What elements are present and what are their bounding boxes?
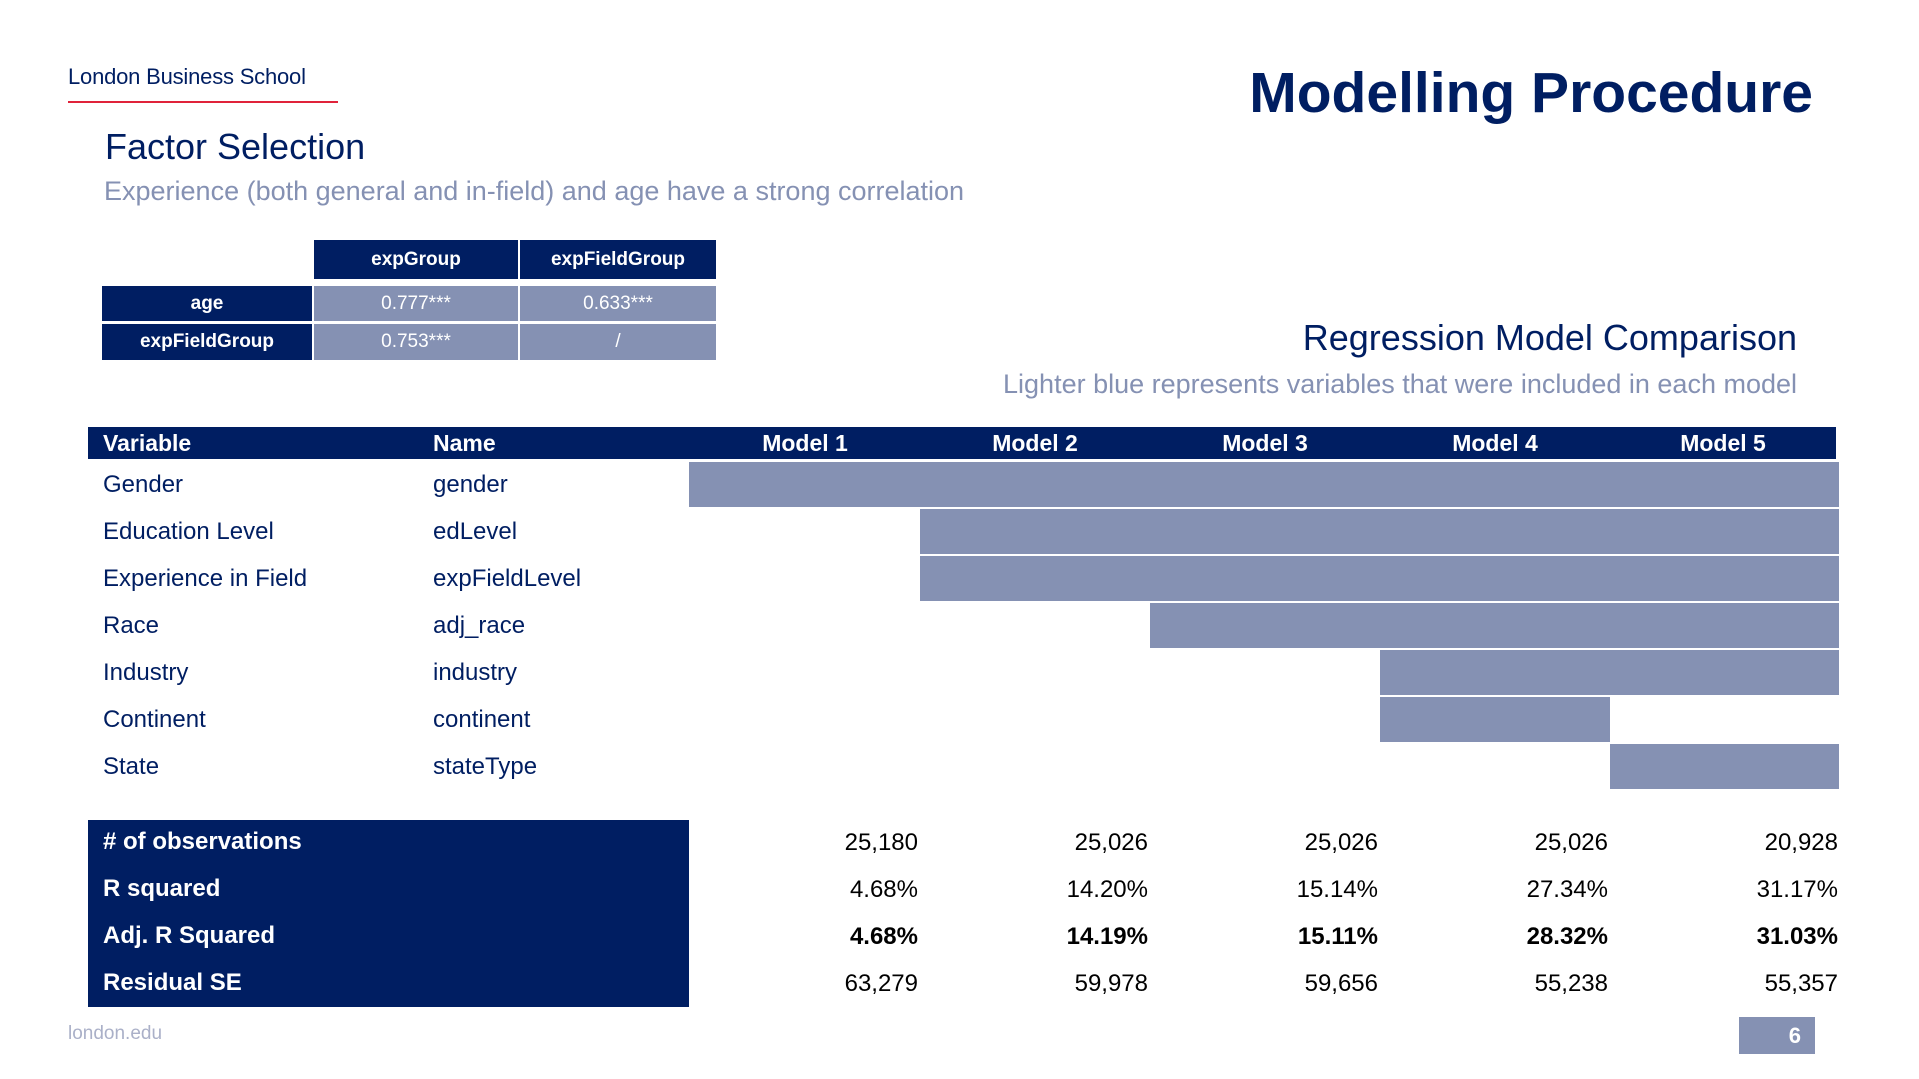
header-model-4: Model 4: [1452, 430, 1538, 456]
stat-value: 25,026: [1304, 829, 1378, 856]
header-model-1: Model 1: [762, 430, 848, 456]
row-name: adj_race: [433, 612, 526, 639]
logo-text: London Business School: [68, 64, 306, 89]
stat-value: 59,656: [1304, 970, 1378, 997]
stat-label-r-squared: R squared: [103, 875, 221, 902]
row-name: stateType: [433, 753, 538, 780]
row-variable: Industry: [103, 659, 189, 686]
stat-value: 31.03%: [1756, 923, 1838, 950]
corr-col-header: expFieldGroup: [520, 240, 716, 279]
stat-value: 55,238: [1534, 970, 1608, 997]
corr-row-label: age: [102, 286, 312, 321]
model-inclusion-bar: [1610, 744, 1839, 789]
stat-value: 25,026: [1074, 829, 1148, 856]
row-variable: Education Level: [103, 518, 274, 545]
corr-col-header: expGroup: [314, 240, 518, 279]
page-number: 6: [1739, 1017, 1815, 1054]
stat-value: 27.34%: [1526, 876, 1608, 903]
regression-title: Regression Model Comparison: [1302, 317, 1797, 358]
stat-value: 28.32%: [1526, 923, 1608, 950]
factor-selection-title: Factor Selection: [105, 126, 366, 167]
stat-value: 20,928: [1764, 829, 1838, 856]
corr-value: 0.777***: [314, 286, 518, 321]
stat-value: 14.20%: [1066, 876, 1148, 903]
stat-value: 4.68%: [849, 923, 918, 950]
row-name: edLevel: [433, 518, 518, 545]
regression-table-header: Variable Name Model 1 Model 2 Model 3 Mo…: [88, 427, 1836, 459]
model-inclusion-bar: [1150, 603, 1839, 648]
stat-value: 15.14%: [1296, 876, 1378, 903]
row-variable: Gender: [103, 471, 184, 498]
row-name: expFieldLevel: [433, 565, 582, 592]
stats-label-box: # of observations R squared Adj. R Squar…: [88, 820, 689, 1007]
corr-row-label: expFieldGroup: [102, 324, 312, 360]
stat-value: 63,279: [844, 970, 918, 997]
row-name: industry: [433, 659, 518, 686]
stat-value: 4.68%: [849, 876, 918, 903]
corr-value: 0.633***: [520, 286, 716, 321]
model-inclusion-bar: [920, 509, 1839, 554]
stat-label-residual-se: Residual SE: [103, 969, 242, 996]
stat-value: 14.19%: [1066, 923, 1148, 950]
model-inclusion-bar: [689, 462, 1839, 507]
row-variable: Race: [103, 612, 160, 639]
row-variable: Continent: [103, 706, 206, 733]
model-inclusion-bar: [920, 556, 1839, 601]
footer-url: london.edu: [68, 1023, 163, 1044]
row-name: gender: [433, 471, 508, 498]
page-title: Modelling Procedure: [1249, 61, 1813, 125]
logo-underline: [68, 101, 338, 103]
stat-value: 55,357: [1764, 970, 1838, 997]
header-model-2: Model 2: [992, 430, 1078, 456]
stat-value: 59,978: [1074, 970, 1148, 997]
stat-value: 15.11%: [1297, 923, 1378, 950]
corr-value: 0.753***: [314, 324, 518, 360]
stat-label-observations: # of observations: [103, 828, 302, 855]
header-model-5: Model 5: [1680, 430, 1766, 456]
model-inclusion-bar: [1380, 697, 1610, 742]
factor-selection-subtitle: Experience (both general and in-field) a…: [104, 176, 965, 206]
row-name: continent: [433, 706, 531, 733]
regression-subtitle: Lighter blue represents variables that w…: [1003, 369, 1797, 399]
row-variable: Experience in Field: [103, 565, 308, 592]
header-name: Name: [433, 430, 496, 456]
header-model-3: Model 3: [1222, 430, 1308, 456]
stat-value: 25,026: [1534, 829, 1608, 856]
stat-label-adj-r-squared: Adj. R Squared: [103, 922, 276, 949]
corr-value: /: [520, 324, 716, 360]
row-variable: State: [103, 753, 160, 780]
model-inclusion-bar: [1380, 650, 1839, 695]
stat-value: 25,180: [844, 829, 918, 856]
header-variable: Variable: [103, 430, 192, 456]
stat-value: 31.17%: [1756, 876, 1838, 903]
